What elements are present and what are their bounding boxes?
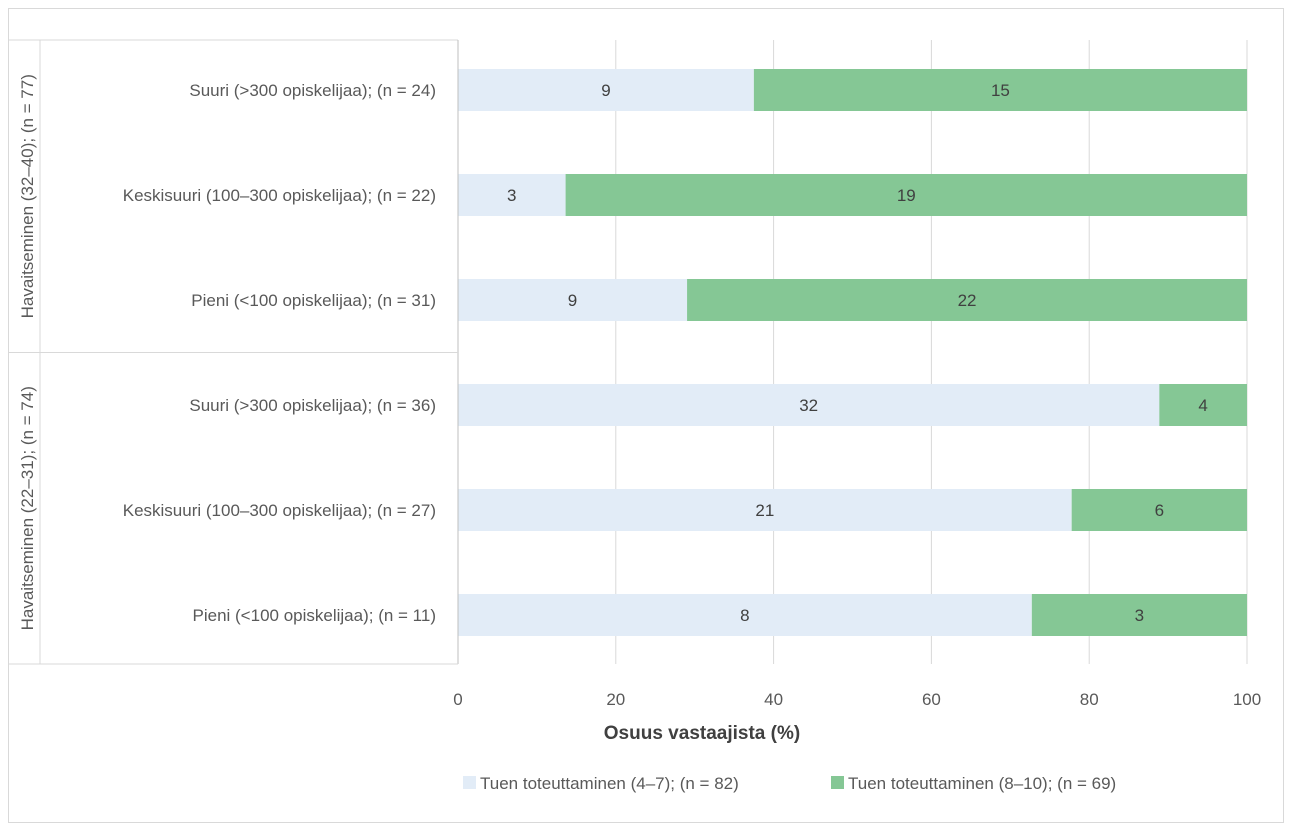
data-label: 6 xyxy=(1155,501,1164,520)
bar-segment xyxy=(753,69,1247,111)
legend-swatch xyxy=(463,776,476,789)
bar-segment xyxy=(458,489,1072,531)
bar-segment xyxy=(458,594,1032,636)
category-label: Suuri (>300 opiskelijaa); (n = 24) xyxy=(189,81,436,100)
legend: Tuen toteuttaminen (4–7); (n = 82) Tuen t… xyxy=(463,774,1116,793)
data-label: 8 xyxy=(740,606,749,625)
bar-segment xyxy=(1071,489,1247,531)
category-label: Pieni (<100 opiskelijaa); (n = 11) xyxy=(193,606,437,625)
category-label: Pieni (<100 opiskelijaa); (n = 31) xyxy=(191,291,436,310)
category-label: Keskisuuri (100–300 opiskelijaa); (n = 2… xyxy=(123,186,436,205)
category-label: Suuri (>300 opiskelijaa); (n = 36) xyxy=(189,396,436,415)
data-label: 21 xyxy=(755,501,774,520)
data-label: 9 xyxy=(601,81,610,100)
data-label: 3 xyxy=(1135,606,1144,625)
data-label: 9 xyxy=(568,291,577,310)
x-tick-label: 40 xyxy=(764,690,783,709)
bar-segment xyxy=(458,279,688,321)
group-label: Havaitseminen (22–31); (n = 74) xyxy=(18,386,37,630)
x-tick-label: 80 xyxy=(1080,690,1099,709)
bar-segment xyxy=(458,174,566,216)
category-axis: Havaitseminen (32–40); (n = 77) Suuri (>3… xyxy=(9,39,459,665)
data-label: 3 xyxy=(507,186,516,205)
x-axis-title: Osuus vastaajista (%) xyxy=(604,723,800,744)
data-label: 4 xyxy=(1198,396,1207,415)
bar-segment xyxy=(458,384,1160,426)
bars: 9 15 3 19 9 22 32 4 21 6 8 3 xyxy=(458,69,1247,636)
x-tick-label: 20 xyxy=(606,690,625,709)
group-label: Havaitseminen (32–40); (n = 77) xyxy=(18,74,37,318)
data-label: 15 xyxy=(991,81,1010,100)
data-label: 22 xyxy=(958,291,977,310)
x-tick-label: 0 xyxy=(453,690,462,709)
legend-swatch xyxy=(831,776,844,789)
bar-segment xyxy=(458,69,754,111)
x-axis: 0 20 40 60 80 100 xyxy=(453,690,1261,709)
bar-segment xyxy=(1159,384,1247,426)
category-label: Keskisuuri (100–300 opiskelijaa); (n = 2… xyxy=(123,501,436,520)
gridlines xyxy=(457,40,1248,664)
data-label: 19 xyxy=(897,186,916,205)
data-label: 32 xyxy=(799,396,818,415)
bar-chart: 9 15 3 19 9 22 32 4 21 6 8 3 Havaitseminen (32–40);… xyxy=(9,39,1261,793)
bar-segment xyxy=(687,279,1247,321)
legend-label: Tuen toteuttaminen (8–10); (n = 69) xyxy=(848,774,1116,793)
x-tick-label: 100 xyxy=(1233,690,1261,709)
bar-segment xyxy=(565,174,1247,216)
x-tick-label: 60 xyxy=(922,690,941,709)
legend-label: Tuen toteuttaminen (4–7); (n = 82) xyxy=(480,774,739,793)
chart-frame: 9 15 3 19 9 22 32 4 21 6 8 3 Havaitseminen (32–40);… xyxy=(8,8,1284,823)
bar-segment xyxy=(1031,594,1247,636)
